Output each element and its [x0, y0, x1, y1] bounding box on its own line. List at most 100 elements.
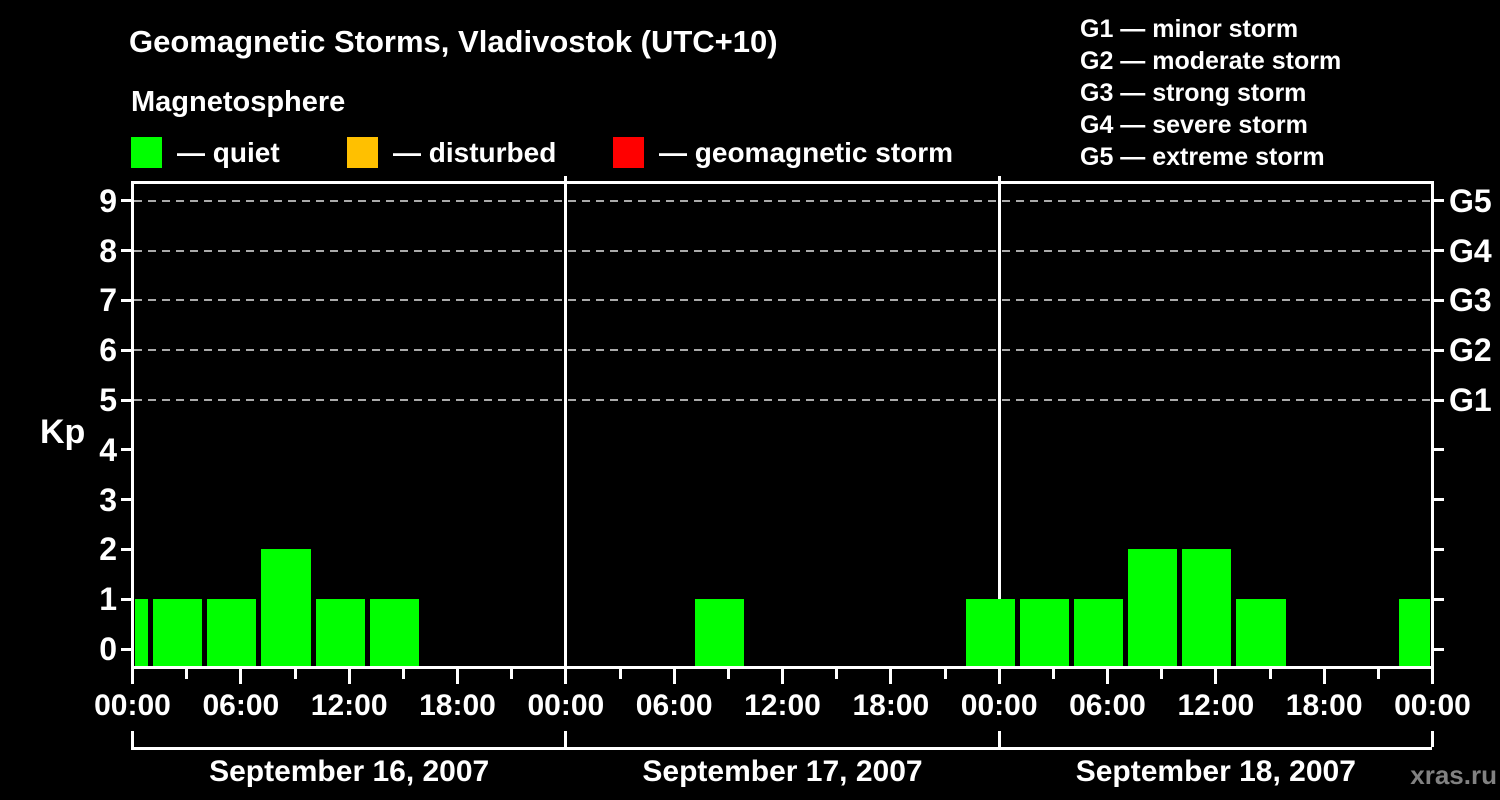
x-tick-60h: [1214, 669, 1218, 684]
legend-item-quiet: — quiet: [131, 136, 280, 168]
right-axis-label-g1: G1: [1449, 382, 1492, 418]
y-tick-right-8: [1434, 249, 1444, 253]
y-tick-label-6: 6: [99, 332, 117, 369]
x-tick-9h: [293, 669, 297, 679]
y-tick-left-3: [121, 498, 131, 502]
y-tick-label-9: 9: [99, 182, 117, 219]
x-tick-label-66h: 18:00: [1285, 689, 1363, 722]
y-tick-left-7: [121, 298, 131, 302]
y-tick-left-2: [121, 547, 131, 551]
xras-watermark: xras.ru: [1410, 760, 1497, 790]
day-separator: [997, 176, 1001, 669]
y-tick-label-2: 2: [99, 531, 117, 568]
x-tick-label-0h: 00:00: [94, 689, 171, 722]
x-tick-48h: [997, 669, 1001, 684]
y-tick-label-0: 0: [99, 631, 117, 667]
y-tick-right-0: [1434, 647, 1444, 651]
x-tick-18h: [456, 669, 459, 684]
x-tick-63h: [1268, 669, 1272, 679]
y-tick-right-5: [1434, 398, 1444, 402]
kp-bar-49h-kp1: [1019, 599, 1069, 666]
plot-frame: [131, 181, 1434, 669]
x-tick-57h: [1160, 669, 1164, 679]
x-tick-39h: [835, 669, 839, 679]
kp-bar-7h-kp2: [261, 549, 311, 666]
y-tick-left-6: [121, 348, 131, 352]
day-bracket-tick: [131, 731, 134, 747]
x-tick-21h: [510, 669, 514, 679]
x-tick-66h: [1322, 669, 1326, 684]
x-tick-30h: [672, 669, 676, 684]
y-tick-right-6: [1434, 348, 1444, 352]
storm-scale-line-g3: G3 — strong storm: [1080, 79, 1307, 107]
x-tick-72h: [1431, 669, 1434, 684]
y-tick-left-9: [121, 199, 131, 203]
gridline-kp5: [134, 399, 1431, 401]
legend-label-disturbed: — disturbed: [393, 136, 557, 168]
gridline-kp7: [134, 299, 1431, 302]
x-tick-3h: [185, 669, 189, 679]
x-tick-42h: [889, 669, 893, 684]
x-tick-label-54h: 06:00: [1069, 689, 1146, 722]
kp-bar-0h-kp1: [135, 599, 149, 666]
legend-item-disturbed: — disturbed: [347, 136, 556, 168]
x-tick-36h: [781, 669, 784, 684]
kp-bar-58h-kp2: [1182, 549, 1232, 666]
chart-title: Geomagnetic Storms, Vladivostok (UTC+10): [129, 24, 778, 59]
y-tick-label-4: 4: [99, 431, 117, 468]
y-tick-right-4: [1434, 448, 1444, 452]
kp-bar-13h-kp1: [369, 599, 419, 666]
y-tick-label-5: 5: [99, 382, 117, 418]
x-tick-33h: [726, 669, 730, 679]
right-axis-label-g3: G3: [1449, 282, 1492, 319]
legend-item-geomagnetic-storm: — geomagnetic storm: [613, 136, 953, 168]
y-axis-title: Kp: [40, 412, 86, 451]
kp-bar-31h-kp1: [694, 599, 744, 666]
x-tick-label-36h: 12:00: [744, 689, 821, 722]
y-tick-right-1: [1434, 597, 1444, 601]
x-tick-54h: [1106, 669, 1109, 684]
kp-bar-70h-kp1: [1398, 599, 1430, 666]
day-bracket-tick: [1431, 731, 1434, 747]
y-tick-label-1: 1: [99, 581, 117, 618]
storm-scale-line-g5: G5 — extreme storm: [1080, 143, 1325, 171]
y-tick-right-9: [1434, 199, 1444, 203]
x-tick-6h: [239, 669, 243, 684]
y-tick-left-8: [121, 249, 131, 253]
quiet-color-swatch: [131, 136, 162, 168]
storm-scale-legend: G1 — minor storm G2 — moderate storm G3 …: [1080, 13, 1341, 173]
storm-scale-line-g4: G4 — severe storm: [1080, 111, 1308, 139]
x-tick-label-72h: 00:00: [1394, 689, 1471, 722]
day-bracket-tick: [997, 731, 1001, 747]
y-tick-label-7: 7: [99, 282, 117, 319]
x-tick-label-12h: 12:00: [310, 689, 388, 722]
day-bracket-tick: [564, 731, 568, 747]
day-separator: [564, 176, 568, 669]
y-tick-right-2: [1434, 547, 1444, 551]
x-tick-label-42h: 18:00: [852, 689, 930, 722]
x-tick-51h: [1051, 669, 1055, 679]
day-bracket-line: [131, 747, 1432, 750]
right-axis-label-g5: G5: [1449, 182, 1492, 219]
y-tick-right-3: [1434, 498, 1444, 502]
storm-scale-line-g2: G2 — moderate storm: [1080, 47, 1342, 75]
kp-bar-55h-kp2: [1128, 549, 1178, 666]
kp-bar-4h-kp1: [207, 599, 257, 666]
storm-scale-line-g1: G1 — minor storm: [1080, 15, 1299, 43]
y-tick-left-1: [121, 597, 131, 601]
gridline-kp8: [134, 249, 1431, 252]
day-label-1: September 17, 2007: [642, 755, 923, 788]
day-label-0: September 16, 2007: [209, 755, 490, 788]
chart-subtitle: Magnetosphere: [131, 86, 346, 118]
x-tick-label-18h: 18:00: [419, 689, 496, 722]
x-tick-12h: [347, 669, 351, 684]
x-tick-15h: [401, 669, 405, 679]
kp-bar-1h-kp1: [153, 599, 203, 666]
y-tick-right-7: [1434, 298, 1444, 302]
y-tick-left-0: [121, 647, 131, 651]
y-tick-label-3: 3: [99, 481, 117, 518]
right-axis-label-g2: G2: [1449, 332, 1492, 369]
storm-color-swatch: [613, 136, 644, 168]
